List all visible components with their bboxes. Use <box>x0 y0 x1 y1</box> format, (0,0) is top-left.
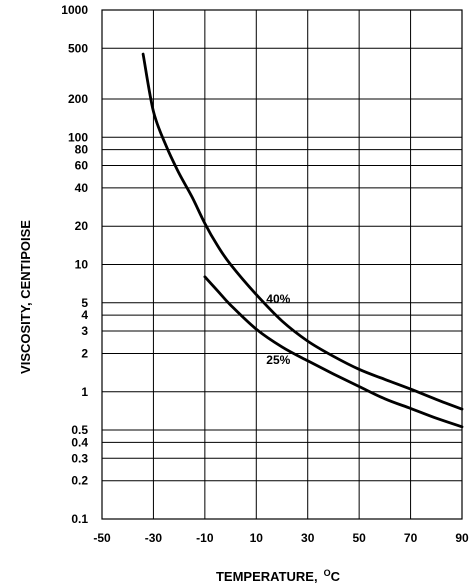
y-tick-label: 0.4 <box>71 435 88 449</box>
x-axis-title-text: TEMPERATURE, <box>216 569 318 584</box>
y-tick-label: 60 <box>75 158 89 172</box>
y-tick-label: 2 <box>81 346 88 360</box>
y-tick-label: 1000 <box>61 3 88 17</box>
y-tick-label: 40 <box>75 181 89 195</box>
x-tick-label: -50 <box>93 531 111 545</box>
y-tick-label: 100 <box>68 130 88 144</box>
series-line-25-percent <box>203 275 464 429</box>
data-curves <box>141 52 464 429</box>
horizontal-gridlines <box>102 9 462 520</box>
series-label: 25% <box>266 353 290 367</box>
y-tick-label: 0.1 <box>71 512 88 526</box>
x-tick-label: 90 <box>455 531 469 545</box>
y-tick-label: 20 <box>75 219 89 233</box>
y-tick-label: 4 <box>81 308 88 322</box>
x-tick-label: -30 <box>145 531 163 545</box>
y-tick-label: 5 <box>81 296 88 310</box>
degree-symbol: O <box>324 568 331 578</box>
y-tick-label: 0.2 <box>71 474 88 488</box>
x-tick-label: 50 <box>352 531 366 545</box>
y-tick-label: 500 <box>68 41 88 55</box>
x-axis-title: TEMPERATURE, OC <box>216 568 341 584</box>
plot-frame <box>101 9 463 520</box>
x-tick-label: -10 <box>196 531 214 545</box>
y-tick-label: 1 <box>81 385 88 399</box>
y-axis-title: VISCOSITY, CENTIPOISE <box>18 220 33 374</box>
y-tick-label: 3 <box>81 324 88 338</box>
x-tick-label: 70 <box>404 531 418 545</box>
x-tick-label: 30 <box>301 531 315 545</box>
x-tick-label: 10 <box>250 531 264 545</box>
y-tick-label: 200 <box>68 92 88 106</box>
y-tick-label: 0.3 <box>71 451 88 465</box>
y-tick-label: 0.5 <box>71 423 88 437</box>
y-tick-label: 80 <box>75 143 89 157</box>
series-line-40-percent <box>141 52 464 411</box>
x-axis-unit: C <box>331 569 341 584</box>
x-tick-labels: -50 -30 -10 10 30 50 70 90 <box>93 531 469 545</box>
series-label: 40% <box>266 292 290 306</box>
series-labels: 40% 25% <box>266 292 290 367</box>
y-tick-label: 10 <box>75 258 89 272</box>
